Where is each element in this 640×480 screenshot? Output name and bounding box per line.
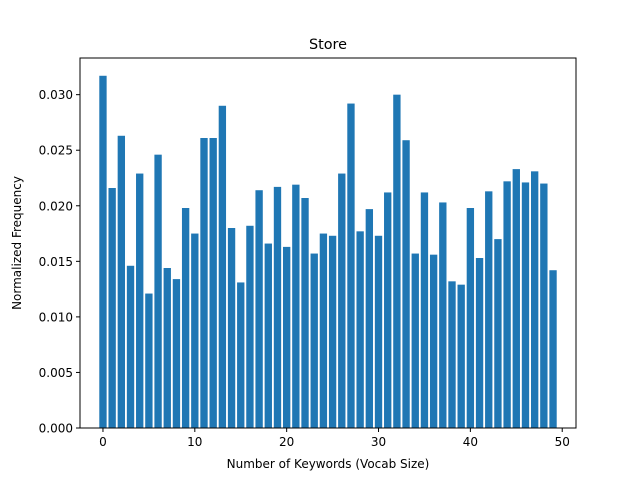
bar — [328, 235, 337, 428]
bar — [457, 284, 465, 428]
bar — [411, 253, 419, 428]
x-tick-label: 10 — [187, 435, 202, 449]
y-axis-ticks: 0.000 0.005 0.010 0.015 0.020 0.025 0.030 — [39, 88, 80, 436]
bar — [485, 191, 493, 428]
bar — [136, 173, 144, 428]
bar — [429, 254, 438, 428]
bar — [420, 192, 429, 428]
bar — [521, 182, 530, 428]
y-tick-label: 0.015 — [39, 255, 73, 269]
bar — [374, 235, 383, 428]
bar — [402, 140, 410, 428]
bar — [246, 225, 254, 428]
bar — [218, 105, 227, 429]
bar — [540, 183, 548, 428]
bar — [439, 202, 447, 428]
bar — [200, 138, 208, 428]
bars-group — [99, 75, 557, 429]
bar — [99, 75, 107, 429]
bar — [301, 198, 309, 428]
bar — [172, 279, 181, 428]
bar — [549, 270, 557, 428]
bar — [237, 282, 245, 428]
bar — [530, 171, 539, 429]
bar — [145, 293, 153, 428]
y-tick-label: 0.005 — [39, 366, 73, 380]
bar — [384, 192, 392, 428]
bar — [255, 190, 263, 428]
bar — [154, 154, 162, 428]
bar — [393, 94, 401, 429]
x-tick-label: 30 — [371, 435, 386, 449]
bar — [282, 246, 291, 428]
bar — [163, 268, 171, 428]
bar — [494, 239, 502, 428]
bar — [512, 169, 520, 428]
bar — [181, 208, 190, 428]
bar — [503, 181, 511, 428]
bar — [466, 208, 475, 428]
bar — [191, 233, 199, 428]
x-tick-label: 0 — [99, 435, 107, 449]
y-tick-label: 0.010 — [39, 310, 73, 324]
bar — [356, 231, 364, 428]
y-tick-label: 0.000 — [39, 422, 73, 436]
plot-frame — [79, 57, 577, 429]
bar — [475, 258, 484, 428]
bar — [310, 253, 318, 428]
bar — [347, 103, 355, 429]
x-axis-ticks: 0 10 20 30 40 50 — [99, 428, 570, 449]
bar — [264, 243, 272, 428]
bar — [292, 184, 300, 428]
bar — [319, 233, 328, 428]
y-axis-label: Normalized Frequency — [10, 176, 24, 310]
y-tick-label: 0.025 — [39, 144, 73, 158]
bar — [126, 265, 135, 428]
chart-title: Store — [309, 37, 347, 53]
x-tick-label: 20 — [279, 435, 294, 449]
bar — [338, 173, 346, 428]
bar — [448, 281, 456, 428]
y-tick-label: 0.030 — [39, 88, 73, 102]
bar — [273, 186, 282, 428]
x-tick-label: 50 — [555, 435, 570, 449]
bar — [227, 228, 236, 428]
x-axis-label: Number of Keywords (Vocab Size) — [227, 457, 430, 471]
bar — [209, 138, 217, 428]
x-tick-label: 40 — [463, 435, 478, 449]
bar — [365, 209, 374, 428]
bar — [117, 135, 126, 428]
bar — [108, 188, 116, 428]
y-tick-label: 0.020 — [39, 199, 73, 213]
